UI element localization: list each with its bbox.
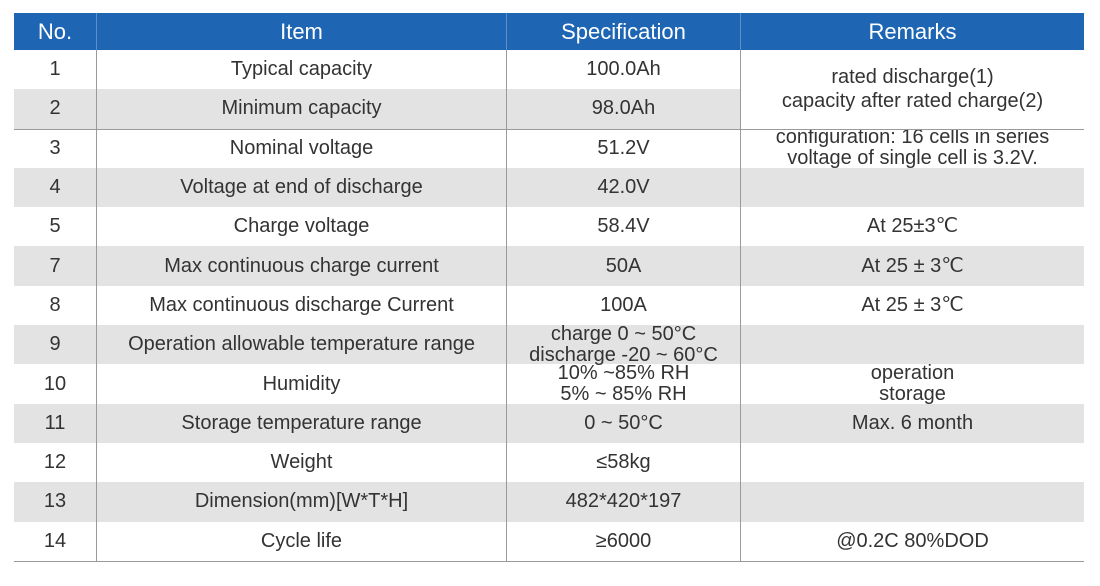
cell-item: Max continuous charge current: [97, 246, 507, 286]
cell-item: Humidity: [97, 364, 507, 404]
cell-item: Minimum capacity: [97, 89, 507, 129]
table-body: 1 Typical capacity 100.0Ah 2 Minimum capacit…: [14, 50, 1084, 562]
cell-specification: 58.4V: [507, 207, 741, 247]
spec-line: 100.0Ah: [586, 58, 661, 81]
cell-specification: 51.2V: [507, 128, 741, 168]
spec-line: 5% ~ 85% RH: [560, 383, 687, 406]
remark-line: storage: [879, 383, 946, 406]
spec-table: No. Item Specification Remarks 1 Typical …: [14, 13, 1084, 562]
table-row: 11 Storage temperature range 0 ~ 50°C Max. …: [14, 403, 1084, 443]
cell-no: 4: [14, 167, 97, 208]
remark-line: operation: [870, 362, 955, 385]
remark-line: At 25±3℃: [866, 215, 959, 238]
cell-item: Weight: [97, 442, 507, 483]
cell-remarks: [741, 325, 1084, 364]
spec-line: ≤58kg: [596, 451, 651, 474]
table-header: No. Item Specification Remarks: [14, 13, 1084, 50]
table-row: 1 Typical capacity 100.0Ah: [14, 50, 1084, 90]
cell-specification: 98.0Ah: [507, 89, 741, 129]
cell-specification: 0 ~ 50°C: [507, 403, 741, 443]
header-no: No.: [14, 13, 97, 50]
header-item: Item: [97, 13, 507, 50]
cell-remarks: [741, 443, 1084, 482]
cell-no: 8: [14, 285, 97, 326]
cell-item: Charge voltage: [97, 207, 507, 247]
spec-line: 58.4V: [597, 215, 650, 238]
cell-specification: 42.0V: [507, 167, 741, 208]
cell-item: Max continuous discharge Current: [97, 285, 507, 326]
remark-line: capacity after rated charge(2): [781, 90, 1044, 113]
spec-line: 0 ~ 50°C: [584, 411, 663, 434]
cell-no: 1: [14, 50, 97, 90]
table-row: 9 Operation allowable temperature range ch…: [14, 322, 1084, 366]
cell-item: Nominal voltage: [97, 128, 507, 168]
cell-no: 12: [14, 442, 97, 483]
table-row: 8 Max continuous discharge Current 100A At …: [14, 285, 1084, 326]
table-row: 13 Dimension(mm)[W*T*H] 482*420*197: [14, 482, 1084, 522]
cell-item: Typical capacity: [97, 50, 507, 90]
cell-item: Dimension(mm)[W*T*H]: [97, 482, 507, 522]
table-row: 14 Cycle life ≥6000 @0.2C 80%DOD: [14, 521, 1084, 561]
cell-specification: 482*420*197: [507, 482, 741, 522]
remark-line: configuration: 16 cells in series: [775, 126, 1050, 149]
cell-item: Cycle life: [97, 521, 507, 561]
cell-no: 10: [14, 364, 97, 404]
spec-line: 482*420*197: [565, 490, 682, 513]
cell-remarks: Max. 6 month: [741, 404, 1084, 443]
cell-no: 3: [14, 128, 97, 168]
cell-remarks: @0.2C 80%DOD: [741, 522, 1084, 561]
cell-specification: ≤58kg: [507, 442, 741, 483]
remark-line: @0.2C 80%DOD: [836, 529, 989, 552]
table-row: 10 Humidity 10% ~85% RH 5% ~ 85% RH operatio…: [14, 362, 1084, 406]
spec-line: 51.2V: [597, 136, 650, 159]
spec-line: discharge -20 ~ 60°C: [529, 343, 718, 366]
table-row: 3 Nominal voltage 51.2V configuration: 16 c…: [14, 126, 1084, 170]
cell-specification: 10% ~85% RH 5% ~ 85% RH: [507, 362, 741, 406]
header-remarks: Remarks: [868, 18, 957, 44]
table-row: 5 Charge voltage 58.4V At 25±3℃: [14, 207, 1084, 247]
row-separator: [14, 128, 1084, 130]
spec-line: 100A: [600, 293, 647, 316]
table-row: 4 Voltage at end of discharge 42.0V: [14, 167, 1084, 208]
cell-remarks: configuration: 16 cells in series voltage…: [741, 126, 1084, 170]
cell-remarks: operation storage: [741, 362, 1084, 406]
remark-line: At 25 ± 3℃: [861, 293, 964, 316]
table-row: 12 Weight ≤58kg: [14, 442, 1084, 483]
spec-line: 42.0V: [597, 176, 650, 199]
cell-remarks: [741, 168, 1084, 207]
spec-line: 98.0Ah: [591, 97, 656, 120]
cell-no: 2: [14, 89, 97, 129]
cell-specification: 100.0Ah: [507, 50, 741, 90]
remark-line: At 25 ± 3℃: [861, 254, 964, 277]
cell-specification: 50A: [507, 246, 741, 286]
cell-no: 14: [14, 521, 97, 561]
cell-no: 9: [14, 325, 97, 365]
spec-line: ≥6000: [595, 529, 652, 552]
cell-item: Storage temperature range: [97, 403, 507, 443]
spec-line: 50A: [605, 254, 642, 277]
cell-remarks: At 25 ± 3℃: [741, 246, 1084, 285]
cell-no: 5: [14, 207, 97, 247]
spec-line: 10% ~85% RH: [557, 362, 690, 385]
cell-specification: 100A: [507, 285, 741, 326]
cell-item: Voltage at end of discharge: [97, 167, 507, 208]
header-specification: Specification: [507, 13, 741, 50]
cell-remarks: [741, 482, 1084, 521]
remark-line: voltage of single cell is 3.2V.: [787, 147, 1038, 170]
cell-remarks: At 25 ± 3℃: [741, 286, 1084, 325]
table-row: 7 Max continuous charge current 50A At 25 ±…: [14, 246, 1084, 286]
spec-line: charge 0 ~ 50°C: [550, 322, 697, 345]
remark-line: rated discharge(1): [831, 66, 994, 89]
cell-item: Operation allowable temperature range: [97, 325, 507, 365]
cell-specification: ≥6000: [507, 521, 741, 561]
cell-no: 7: [14, 246, 97, 286]
cell-specification: charge 0 ~ 50°C discharge -20 ~ 60°C: [507, 322, 741, 366]
cell-no: 11: [14, 403, 97, 443]
cell-no: 13: [14, 482, 97, 522]
merged-remark-cell: rated discharge(1) capacity after rated c…: [741, 50, 1084, 129]
cell-remarks: At 25±3℃: [741, 207, 1084, 246]
remark-line: Max. 6 month: [851, 411, 974, 434]
